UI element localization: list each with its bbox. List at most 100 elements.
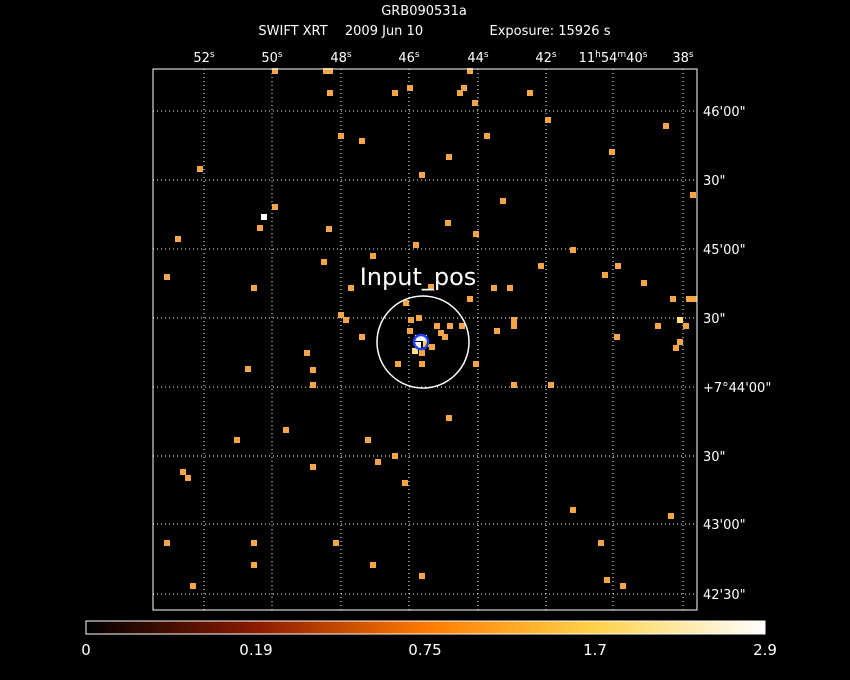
ra-label: 50s	[261, 50, 283, 66]
photon-pixel	[408, 317, 414, 323]
photon-pixel	[185, 475, 191, 481]
photon-pixel	[421, 335, 427, 341]
photon-pixel	[403, 300, 409, 306]
photon-pixel	[446, 154, 452, 160]
photon-pixel	[197, 166, 203, 172]
photon-pixel	[467, 68, 473, 74]
photon-pixel	[446, 415, 452, 421]
ra-unit: s	[484, 50, 489, 60]
exposure: Exposure: 15926 s	[490, 24, 611, 39]
photon-pixel	[484, 133, 490, 139]
colorbar-label: 0.19	[239, 641, 272, 659]
photon-pixel	[641, 280, 647, 286]
photon-pixel	[407, 328, 413, 334]
photon-pixel	[686, 296, 692, 302]
photon-pixel	[663, 123, 669, 129]
photon-pixel	[413, 242, 419, 248]
ra-label: 52s	[193, 50, 215, 66]
photon-pixel	[407, 85, 413, 91]
photon-pixel	[272, 68, 278, 74]
photon-pixel	[511, 382, 517, 388]
dec-label: 42'30"	[703, 588, 746, 603]
photon-pixel	[500, 198, 506, 204]
photon-pixel	[434, 323, 440, 329]
photon-pixel	[472, 100, 478, 106]
photon-pixel	[326, 226, 332, 232]
photon-pixel	[691, 296, 697, 302]
photon-pixel	[190, 583, 196, 589]
colorbar-label: 1.7	[583, 641, 607, 659]
photon-pixel	[272, 204, 278, 210]
photon-pixel	[419, 573, 425, 579]
colorbar	[85, 620, 766, 635]
photon-pixel	[620, 583, 626, 589]
photon-pixel	[602, 272, 608, 278]
photon-pixel	[343, 317, 349, 323]
dec-label: 46'00"	[703, 105, 746, 120]
photon-pixel	[677, 339, 683, 345]
photon-pixel	[375, 459, 381, 465]
ra-unit: s	[210, 50, 215, 60]
photon-pixel	[419, 350, 425, 356]
photon-pixel	[548, 382, 554, 388]
photon-pixel	[538, 263, 544, 269]
photon-map	[164, 68, 697, 589]
photon-pixel	[570, 247, 576, 253]
ra-value: 38	[672, 51, 689, 66]
photon-pixel	[392, 453, 398, 459]
photon-pixel	[359, 138, 365, 144]
photon-pixel	[310, 367, 316, 373]
photon-pixel	[473, 231, 479, 237]
photon-pixel	[491, 285, 497, 291]
photon-pixel	[321, 259, 327, 265]
photon-pixel	[690, 192, 696, 198]
ra-label: 42s	[535, 50, 557, 66]
photon-pixel	[570, 507, 576, 513]
ra-value: 46	[398, 51, 415, 66]
photon-pixel	[673, 345, 679, 351]
ra-value: 42	[535, 51, 552, 66]
photon-pixel	[261, 214, 267, 220]
photon-pixel	[604, 577, 610, 583]
photon-pixel	[511, 317, 517, 323]
photon-pixel	[683, 323, 689, 329]
ra-unit: h	[595, 50, 601, 60]
photon-pixel	[423, 341, 429, 347]
labels: 52s 50s 48s 46s 44s 42s 11h54m40s 38s46'00"30"4…	[81, 50, 777, 659]
photon-pixel	[419, 361, 425, 367]
photon-pixel	[338, 133, 344, 139]
photon-pixel	[428, 284, 434, 290]
photon-pixel	[180, 469, 186, 475]
photon-pixel	[365, 437, 371, 443]
photon-pixel	[257, 225, 263, 231]
photon-pixel	[415, 335, 421, 341]
photon-pixel	[445, 220, 451, 226]
photon-pixel	[511, 323, 517, 329]
photon-pixel	[370, 562, 376, 568]
photon-pixel	[416, 315, 422, 321]
source-marker	[412, 333, 430, 351]
ra-label: 44s	[467, 50, 489, 66]
ra-label: 46s	[398, 50, 420, 66]
colorbar-label: 2.9	[753, 641, 777, 659]
photon-pixel	[412, 348, 418, 354]
photon-pixel	[438, 330, 444, 336]
colorbar-label: 0.75	[408, 641, 441, 659]
ra-value: 11	[579, 51, 596, 66]
photon-pixel	[527, 90, 533, 96]
ra-label: 48s	[330, 50, 352, 66]
photon-pixel	[310, 464, 316, 470]
photon-pixel	[338, 312, 344, 318]
title: GRB090531a	[381, 4, 467, 19]
ra-value: 54	[601, 51, 618, 66]
photon-pixel	[615, 263, 621, 269]
photon-pixel	[419, 172, 425, 178]
photon-pixel	[545, 117, 551, 123]
photon-pixel	[359, 334, 365, 340]
source-label: Input_pos	[360, 263, 477, 291]
photon-pixel	[598, 540, 604, 546]
ra-unit: s	[689, 50, 694, 60]
photon-pixel	[327, 90, 333, 96]
photon-pixel	[507, 285, 513, 291]
